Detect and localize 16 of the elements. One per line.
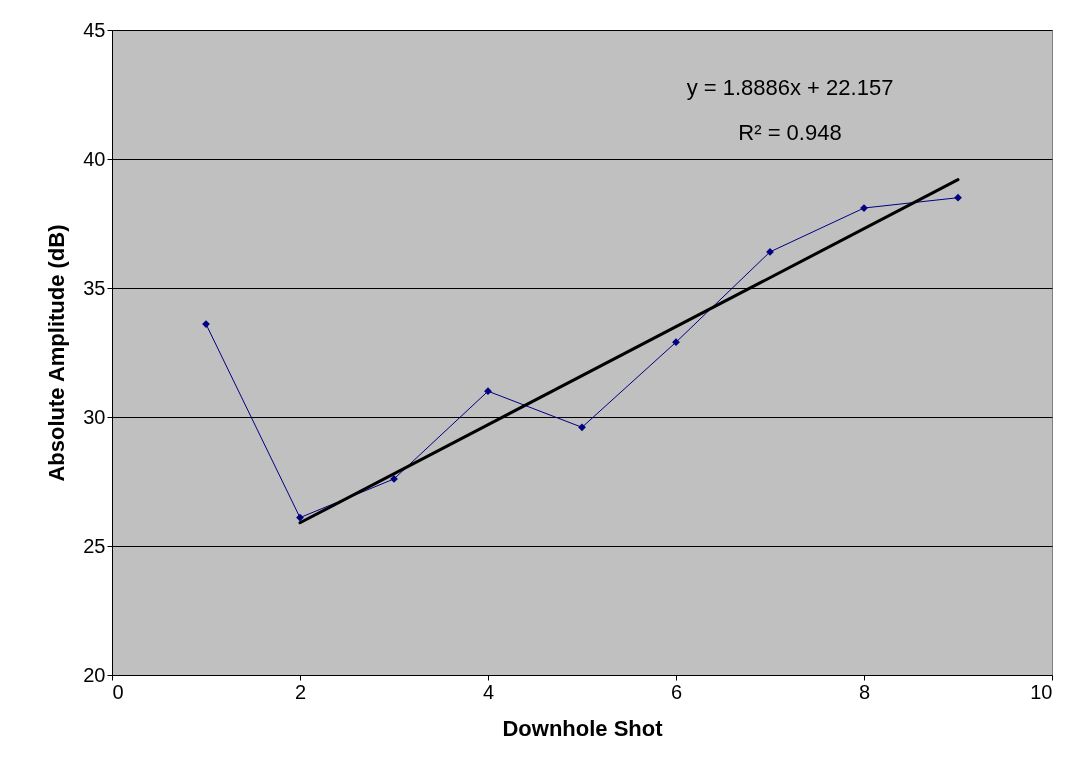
y-axis-title: Absolute Amplitude (dB) xyxy=(44,224,70,482)
x-axis-title: Downhole Shot xyxy=(502,715,664,741)
x-tick-label: 8 xyxy=(858,680,871,703)
y-tick-label: 30 xyxy=(83,405,106,428)
y-tick-label: 45 xyxy=(83,18,106,41)
x-tick-label: 6 xyxy=(670,680,683,703)
x-tick-label: 0 xyxy=(112,680,124,703)
annotation: R² = 0.948 xyxy=(738,120,842,145)
y-tick-label: 40 xyxy=(83,147,106,170)
x-tick-label: 4 xyxy=(482,680,495,703)
y-tick-label: 20 xyxy=(83,663,106,686)
annotation: y = 1.8886x + 22.157 xyxy=(686,75,894,100)
x-tick-label: 10 xyxy=(1030,680,1053,703)
y-tick-label: 25 xyxy=(83,534,106,557)
y-tick-label: 35 xyxy=(83,276,106,299)
x-tick-label: 2 xyxy=(294,680,307,703)
